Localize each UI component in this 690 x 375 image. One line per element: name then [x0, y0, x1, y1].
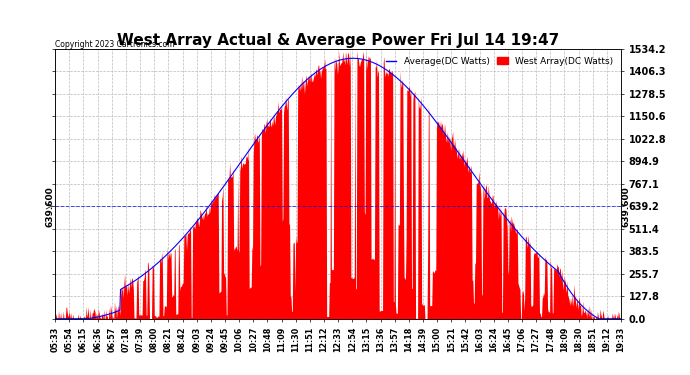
Text: 639.600: 639.600	[622, 186, 631, 226]
Title: West Array Actual & Average Power Fri Jul 14 19:47: West Array Actual & Average Power Fri Ju…	[117, 33, 559, 48]
Legend: Average(DC Watts), West Array(DC Watts): Average(DC Watts), West Array(DC Watts)	[382, 53, 616, 69]
Text: Copyright 2023 Cartronics.com: Copyright 2023 Cartronics.com	[55, 40, 175, 49]
Text: 639.600: 639.600	[46, 186, 55, 226]
